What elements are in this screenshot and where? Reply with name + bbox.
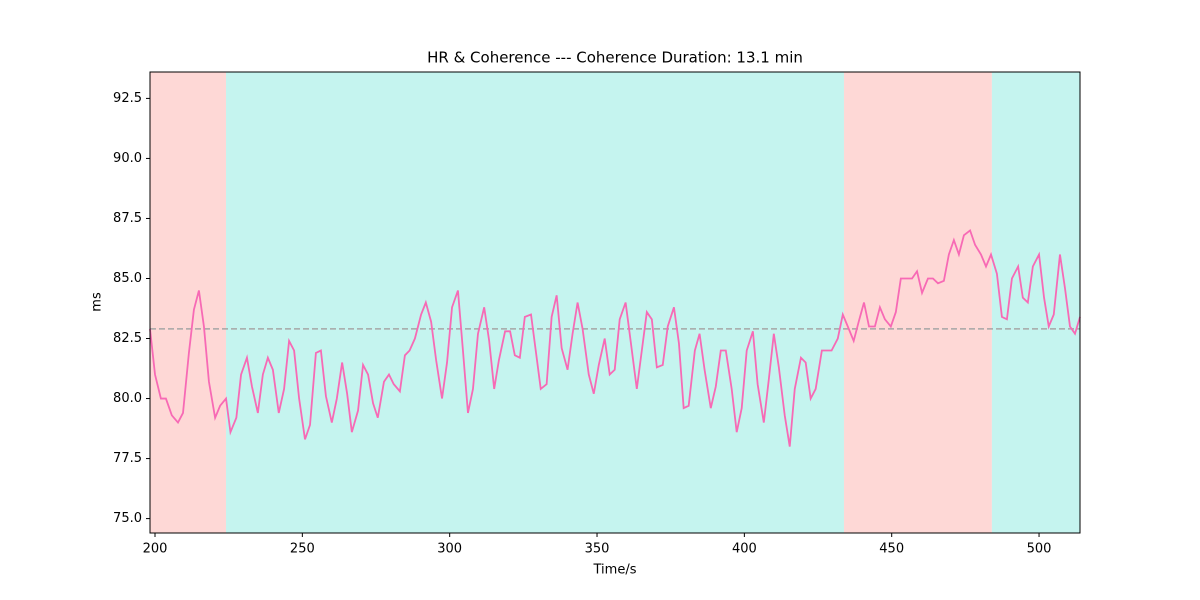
y-axis-label: ms (90, 292, 105, 312)
region (150, 72, 227, 533)
axes-frame (149, 71, 1081, 534)
x-tick-label: 200 (143, 542, 168, 557)
y-tick-label: 82.5 (113, 331, 142, 346)
line (149, 228, 1081, 447)
region (226, 72, 844, 533)
x-tick-label: 300 (437, 542, 462, 557)
y-tick-label: 85.0 (113, 271, 142, 286)
region (843, 72, 992, 533)
x-tick-label: 400 (732, 542, 757, 557)
y-tick-label: 90.0 (113, 151, 142, 166)
y-tick-label: 92.5 (113, 91, 142, 106)
x-tick-label: 450 (879, 542, 904, 557)
x-tick-label: 350 (585, 542, 610, 557)
y-tick-label: 75.0 (113, 511, 142, 526)
x-tick-label: 500 (1027, 542, 1052, 557)
chart-title: HR & Coherence --- Coherence Duration: 1… (427, 49, 803, 67)
y-tick-label: 80.0 (113, 391, 142, 406)
region (991, 72, 1080, 533)
y-tick-label: 77.5 (113, 451, 142, 466)
y-tick-label: 87.5 (113, 211, 142, 226)
x-axis-label: Time/s (593, 563, 637, 578)
x-tick-label: 250 (290, 542, 315, 557)
